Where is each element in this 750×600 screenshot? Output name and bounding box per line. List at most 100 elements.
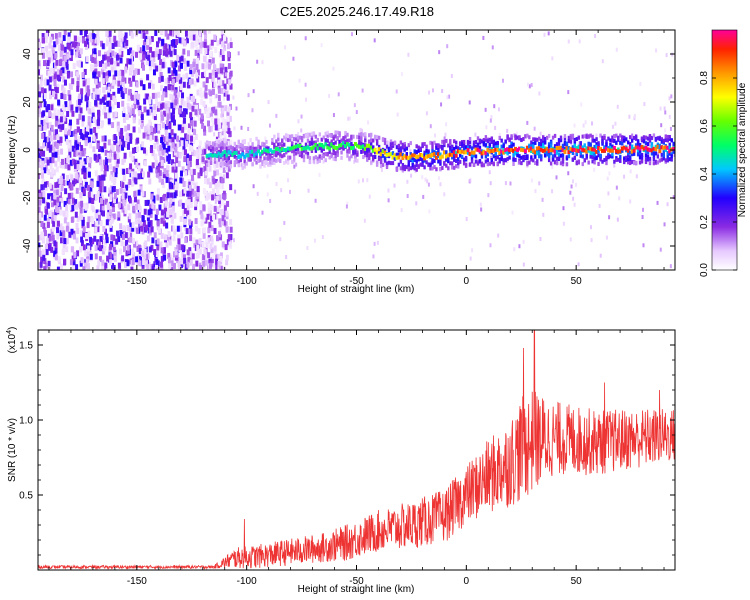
spectrogram-cell <box>133 241 137 248</box>
spectrogram-cell <box>103 186 107 193</box>
spectrogram-cell <box>208 59 212 66</box>
spectrogram-cell <box>108 221 112 228</box>
spectrogram-cell <box>69 159 73 166</box>
spectrogram-cell <box>109 194 113 201</box>
spectrogram-cell <box>229 139 233 146</box>
spectrogram-cell <box>71 78 75 85</box>
spectrogram-cell <box>162 220 166 227</box>
spectrogram-cell <box>455 158 458 163</box>
spectrogram-cell <box>160 137 164 144</box>
spectrogram-cell <box>135 213 139 220</box>
spectrogram-cell <box>247 126 250 131</box>
spectrogram-cell <box>423 142 426 147</box>
spectrogram-cell <box>387 152 391 157</box>
spectrogram-cell <box>209 43 213 50</box>
spectrogram-cell <box>65 225 69 232</box>
spectrogram-cell <box>143 253 147 260</box>
spectrogram-cell <box>646 157 650 162</box>
spectrogram-cell <box>38 235 40 242</box>
spectrogram-cell <box>478 159 482 164</box>
spectrogram-cell <box>575 160 579 165</box>
spectrogram-cell <box>39 261 43 268</box>
spectrogram-cell <box>61 61 65 68</box>
spectrogram-cell <box>445 122 448 127</box>
spectrogram-cell <box>228 79 232 86</box>
spectrogram-cell <box>543 148 547 153</box>
spectrogram-cell <box>500 144 503 149</box>
spectrogram-cell <box>218 101 222 108</box>
spectrogram-cell <box>63 238 67 245</box>
spectrogram-cell <box>415 154 419 159</box>
spectrogram-cell <box>519 147 523 152</box>
spectrogram-cell <box>156 163 160 170</box>
spectrogram-cell <box>127 49 131 56</box>
spectrogram-cell <box>53 108 57 115</box>
spectrogram-cell <box>358 135 361 140</box>
spectrogram-cell <box>654 151 658 156</box>
spectrogram-cell <box>437 159 440 164</box>
spectrogram-cell <box>86 35 90 42</box>
spectrogram-cell <box>571 157 575 162</box>
spectrogram-cell <box>149 220 153 227</box>
spectrogram-cell <box>167 84 171 91</box>
spectrogram-cell <box>444 132 447 137</box>
spectrogram-cell <box>221 116 225 123</box>
spectrogram-cell <box>609 154 612 159</box>
spectrogram-cell <box>78 136 82 143</box>
spectrogram-cell <box>214 166 217 171</box>
spectrogram-cell <box>453 139 456 144</box>
spectrogram-cell <box>391 161 395 166</box>
spectrogram-cell <box>490 136 494 141</box>
spectrogram-cell <box>63 217 67 224</box>
spectrogram-cell <box>160 217 164 224</box>
y-tick-label: 1.5 <box>19 341 33 352</box>
spectrogram-cell <box>283 161 286 166</box>
spectrogram-cell <box>401 156 405 161</box>
spectrogram-cell <box>264 148 268 153</box>
spectrogram-cell <box>75 203 79 210</box>
spectrogram-cell <box>51 212 55 219</box>
spectrogram-cell <box>549 161 553 166</box>
spectrogram-cell <box>415 167 418 172</box>
spectrogram-cell <box>567 90 570 95</box>
spectrogram-cell <box>381 162 385 167</box>
spectrogram-cell <box>174 166 178 173</box>
spectrogram-cell <box>305 97 308 102</box>
spectrogram-cell <box>640 159 644 164</box>
spectrogram-cell <box>181 177 185 184</box>
spectrogram-cell <box>338 145 341 150</box>
spectrogram-cell <box>563 146 567 151</box>
spectrogram-cell <box>113 60 117 67</box>
spectrogram-cell <box>40 256 44 263</box>
spectrogram-cell <box>438 50 441 55</box>
spectrogram-cell <box>122 141 126 148</box>
spectrogram-cell <box>486 162 490 167</box>
spectrogram-cell <box>214 213 218 220</box>
spectrogram-cell <box>117 236 121 243</box>
spectrogram-cell <box>183 124 187 131</box>
spectrogram-cell <box>186 101 190 108</box>
spectrogram-cell <box>117 87 121 94</box>
spectrogram-cell <box>644 153 648 158</box>
spectrogram-cell <box>155 167 159 174</box>
spectrogram-cell <box>286 134 290 139</box>
spectrogram-cell <box>226 200 230 207</box>
spectrogram-cell <box>228 75 232 82</box>
spectrogram-cell <box>137 93 141 100</box>
spectrogram-cell <box>219 183 223 190</box>
spectrogram-cell <box>189 64 193 71</box>
spectrogram-cell <box>97 50 101 57</box>
spectrogram-cell <box>164 91 168 98</box>
spectrogram-cell <box>85 125 89 132</box>
spectrogram-cell <box>209 50 213 57</box>
spectrogram-cell <box>184 224 188 231</box>
spectrogram-cell <box>171 44 175 51</box>
spectrogram-cell <box>73 178 77 185</box>
spectrogram-cell <box>633 113 636 118</box>
spectrogram-cell <box>59 263 63 270</box>
spectrogram-cell <box>662 153 665 158</box>
spectrogram-cell <box>406 193 409 198</box>
spectrogram-cell <box>164 43 168 50</box>
spectrogram-cell <box>369 145 373 150</box>
